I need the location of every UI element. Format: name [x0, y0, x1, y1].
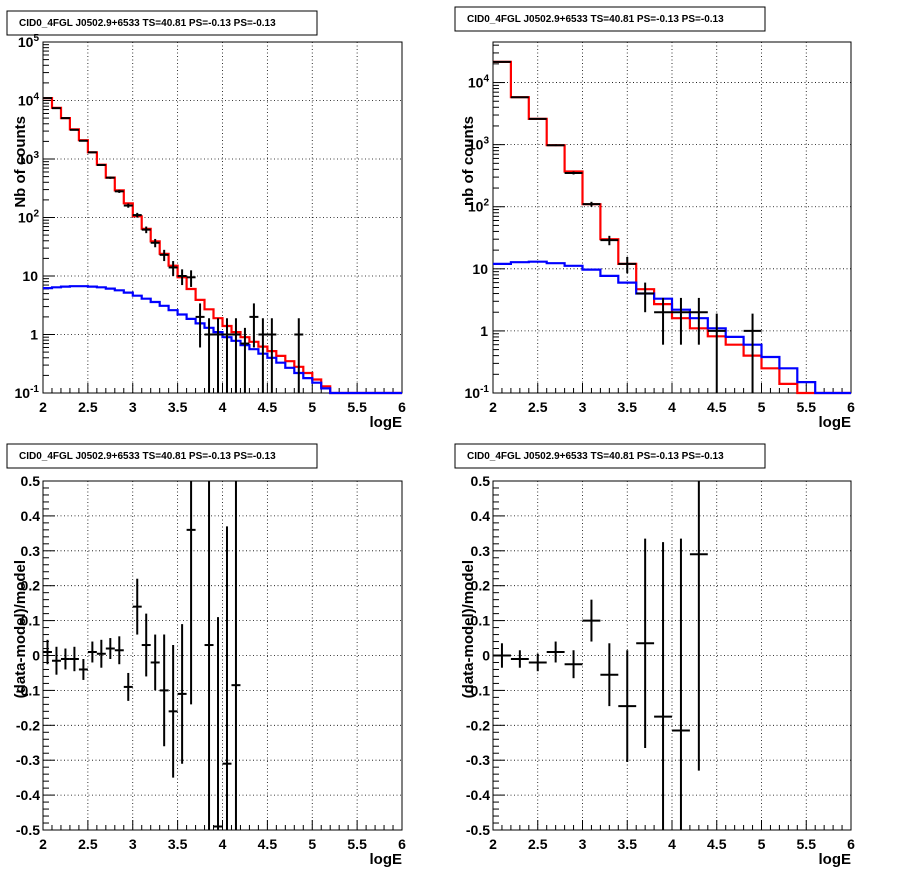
y-axis-label: (data-model)/model: [460, 560, 477, 698]
x-tick-label: 5: [758, 836, 766, 852]
model-background-step-line: [493, 260, 851, 395]
y-tick-label: -0.3: [16, 752, 40, 768]
y-tick-label: 1: [480, 323, 488, 339]
y-axis-label: Nb of counts: [12, 116, 29, 208]
y-tick-label: 103: [468, 136, 490, 153]
x-tick-label: 4: [219, 399, 227, 415]
x-tick-label: 2: [39, 836, 47, 852]
y-tick-label: 10-1: [465, 384, 490, 401]
chart-panel-1: CID0_4FGL J0502.9+6533 TS=40.81 PS=-0.13…: [6, 10, 406, 431]
chart-title: CID0_4FGL J0502.9+6533 TS=40.81 PS=-0.13…: [19, 18, 276, 29]
x-tick-label: 6: [847, 836, 855, 852]
x-tick-label: 5: [308, 836, 316, 852]
y-tick-label: -0.1: [466, 682, 490, 698]
chart-title: CID0_4FGL J0502.9+6533 TS=40.81 PS=-0.13…: [467, 451, 724, 462]
x-tick-label: 2.5: [78, 399, 98, 415]
x-tick-label: 2: [39, 399, 47, 415]
title-box: [6, 10, 318, 36]
x-tick-label: 5.5: [347, 399, 367, 415]
x-tick-label: 3: [579, 836, 587, 852]
x-tick-label: 3.5: [168, 399, 188, 415]
x-tick-label: 6: [847, 399, 855, 415]
y-tick-label: 102: [18, 209, 40, 226]
y-tick-label: 0.2: [471, 578, 491, 594]
y-tick-label: -0.1: [16, 682, 40, 698]
x-tick-label: 2: [489, 836, 497, 852]
y-tick-label: 10: [22, 268, 38, 284]
y-tick-label: 0.3: [21, 543, 41, 559]
y-tick-label: -0.5: [466, 822, 490, 838]
x-tick-label: 5.5: [797, 836, 817, 852]
y-tick-label: 105: [18, 33, 40, 50]
x-tick-label: 4: [668, 836, 676, 852]
y-tick-label: -0.3: [466, 752, 490, 768]
x-tick-label: 3: [579, 399, 587, 415]
x-tick-label: 6: [398, 399, 406, 415]
y-tick-label: 0: [32, 648, 40, 664]
y-tick-label: -0.5: [16, 822, 40, 838]
x-tick-label: 4.5: [707, 836, 727, 852]
x-axis-label: logE: [819, 414, 852, 431]
x-tick-label: 4: [219, 836, 227, 852]
x-axis-label: logE: [819, 851, 852, 868]
y-tick-label: 103: [18, 150, 40, 167]
y-axis-label: (data-model)/model: [12, 560, 29, 698]
x-tick-label: 4.5: [707, 399, 727, 415]
y-tick-label: 104: [468, 74, 490, 91]
x-tick-label: 3: [129, 836, 137, 852]
x-tick-label: 5.5: [797, 399, 817, 415]
title-box: [454, 443, 766, 469]
x-tick-label: 2: [489, 399, 497, 415]
x-tick-label: 3.5: [618, 399, 638, 415]
y-axis-label: nb of counts: [460, 116, 477, 206]
y-tick-label: 0.5: [471, 473, 491, 489]
title-box: [6, 443, 318, 469]
chart-panel-2: CID0_4FGL J0502.9+6533 TS=40.81 PS=-0.13…: [454, 6, 855, 431]
y-tick-label: 0.5: [21, 473, 41, 489]
title-box: [454, 6, 766, 32]
y-tick-label: 10: [472, 261, 488, 277]
x-tick-label: 2.5: [78, 836, 98, 852]
y-tick-label: -0.4: [466, 787, 490, 803]
x-tick-label: 5: [308, 399, 316, 415]
x-tick-label: 2.5: [528, 399, 548, 415]
x-tick-label: 4.5: [258, 836, 278, 852]
y-tick-label: -0.4: [16, 787, 40, 803]
y-tick-label: 0: [482, 648, 490, 664]
y-tick-label: 104: [18, 92, 40, 109]
x-axis-label: logE: [370, 414, 403, 431]
y-tick-label: -0.2: [466, 717, 490, 733]
x-tick-label: 5: [758, 399, 766, 415]
chart-panel-3: CID0_4FGL J0502.9+6533 TS=40.81 PS=-0.13…: [6, 443, 406, 868]
x-tick-label: 3: [129, 399, 137, 415]
x-tick-label: 4.5: [258, 399, 278, 415]
y-tick-label: 0.2: [21, 578, 41, 594]
x-axis-label: logE: [370, 851, 403, 868]
x-tick-label: 5.5: [347, 836, 367, 852]
x-tick-label: 3.5: [618, 836, 638, 852]
y-tick-label: 1: [30, 327, 38, 343]
y-tick-label: 0.1: [21, 613, 41, 629]
x-tick-label: 2.5: [528, 836, 548, 852]
y-tick-label: 0.1: [471, 613, 491, 629]
chart-title: CID0_4FGL J0502.9+6533 TS=40.81 PS=-0.13…: [467, 14, 724, 25]
y-tick-label: 102: [468, 198, 490, 215]
y-tick-label: -0.2: [16, 717, 40, 733]
y-tick-label: 0.4: [471, 508, 491, 524]
y-tick-label: 0.4: [21, 508, 41, 524]
x-tick-label: 6: [398, 836, 406, 852]
y-tick-label: 10-1: [15, 384, 40, 401]
chart-panel-4: CID0_4FGL J0502.9+6533 TS=40.81 PS=-0.13…: [454, 443, 855, 868]
x-tick-label: 3.5: [168, 836, 188, 852]
chart-title: CID0_4FGL J0502.9+6533 TS=40.81 PS=-0.13…: [19, 451, 276, 462]
y-tick-label: 0.3: [471, 543, 491, 559]
x-tick-label: 4: [668, 399, 676, 415]
